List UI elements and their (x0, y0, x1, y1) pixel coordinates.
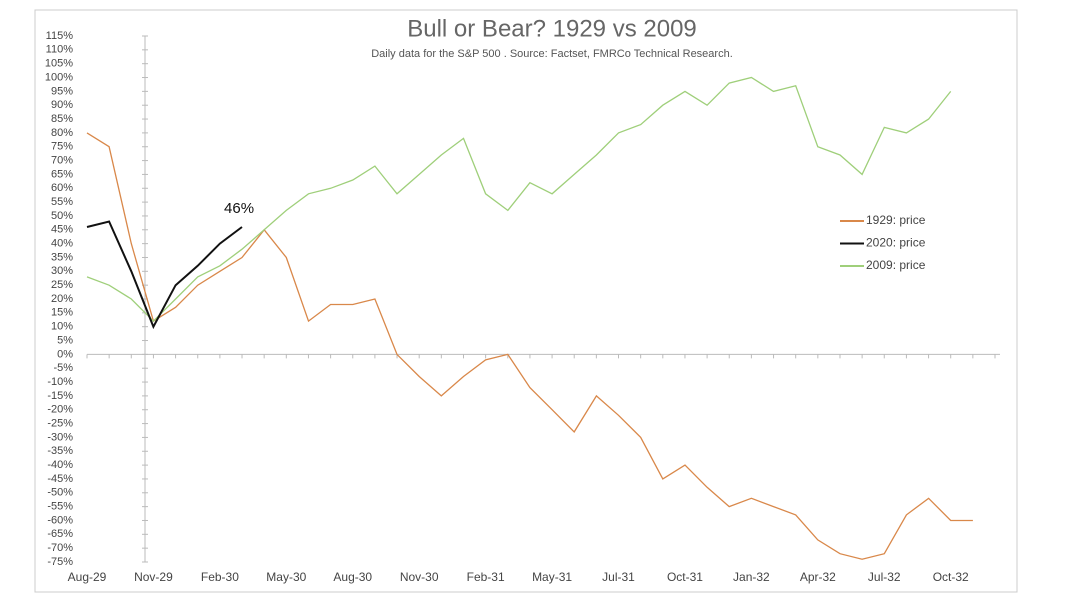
y-tick-label: 10% (51, 321, 73, 333)
y-tick-label: -30% (47, 431, 73, 443)
y-tick-label: 55% (51, 196, 73, 208)
series-line (86, 132, 973, 560)
x-tick-label: Feb-31 (467, 570, 505, 584)
y-tick-label: 20% (51, 293, 73, 305)
x-tick-label: Aug-30 (333, 570, 372, 584)
y-tick-label: 95% (51, 85, 73, 97)
legend-label: 2020: price (866, 236, 926, 250)
legend-label: 1929: price (866, 213, 926, 227)
y-tick-label: 30% (51, 265, 73, 277)
y-tick-label: -40% (47, 459, 73, 471)
y-tick-label: 90% (51, 99, 73, 111)
chart-subtitle: Daily data for the S&P 500 . Source: Fac… (371, 48, 733, 60)
y-tick-label: 105% (45, 58, 73, 70)
annotation: 46% (224, 200, 254, 217)
x-tick-label: May-31 (532, 570, 572, 584)
series-line (86, 76, 952, 323)
y-tick-label: 100% (45, 71, 73, 83)
x-tick-label: May-30 (266, 570, 306, 584)
y-tick-label: 70% (51, 154, 73, 166)
y-tick-label: -10% (47, 376, 73, 388)
y-tick-label: -75% (47, 556, 73, 568)
chart-title: Bull or Bear? 1929 vs 2009 (407, 15, 697, 42)
legend-label: 2009: price (866, 258, 926, 272)
y-tick-label: -35% (47, 445, 73, 457)
y-tick-label: 40% (51, 238, 73, 250)
x-tick-label: Feb-30 (201, 570, 239, 584)
y-tick-label: -60% (47, 514, 73, 526)
series-line (86, 220, 243, 330)
y-tick-label: 5% (57, 334, 73, 346)
y-tick-label: -70% (47, 542, 73, 554)
x-tick-label: Oct-31 (667, 570, 703, 584)
y-tick-label: -25% (47, 417, 73, 429)
y-tick-label: 85% (51, 113, 73, 125)
y-tick-label: 60% (51, 182, 73, 194)
y-tick-label: -50% (47, 487, 73, 499)
x-tick-label: Oct-32 (933, 570, 969, 584)
y-tick-label: 0% (57, 348, 73, 360)
y-tick-label: 45% (51, 224, 73, 236)
y-tick-label: 115% (46, 30, 74, 42)
x-tick-label: Jan-32 (733, 570, 770, 584)
y-tick-label: 50% (51, 210, 73, 222)
y-tick-label: 65% (51, 168, 73, 180)
y-tick-label: 110% (46, 44, 74, 56)
y-tick-label: -55% (47, 501, 73, 513)
x-tick-label: Aug-29 (68, 570, 107, 584)
x-tick-label: Jul-31 (602, 570, 635, 584)
y-tick-label: -5% (53, 362, 73, 374)
y-tick-label: 80% (51, 127, 73, 139)
y-tick-label: -65% (47, 528, 73, 540)
x-tick-label: Nov-29 (134, 570, 173, 584)
x-tick-label: Jul-32 (868, 570, 901, 584)
frame (34, 9, 1018, 593)
y-tick-label: -20% (47, 404, 73, 416)
y-tick-label: 75% (51, 141, 73, 153)
x-tick-label: Apr-32 (800, 570, 836, 584)
x-tick-label: Nov-30 (400, 570, 439, 584)
y-tick-label: -15% (47, 390, 73, 402)
y-tick-label: -45% (47, 473, 73, 485)
y-tick-label: 15% (51, 307, 73, 319)
y-tick-label: 25% (51, 279, 73, 291)
y-tick-label: 35% (51, 251, 73, 263)
